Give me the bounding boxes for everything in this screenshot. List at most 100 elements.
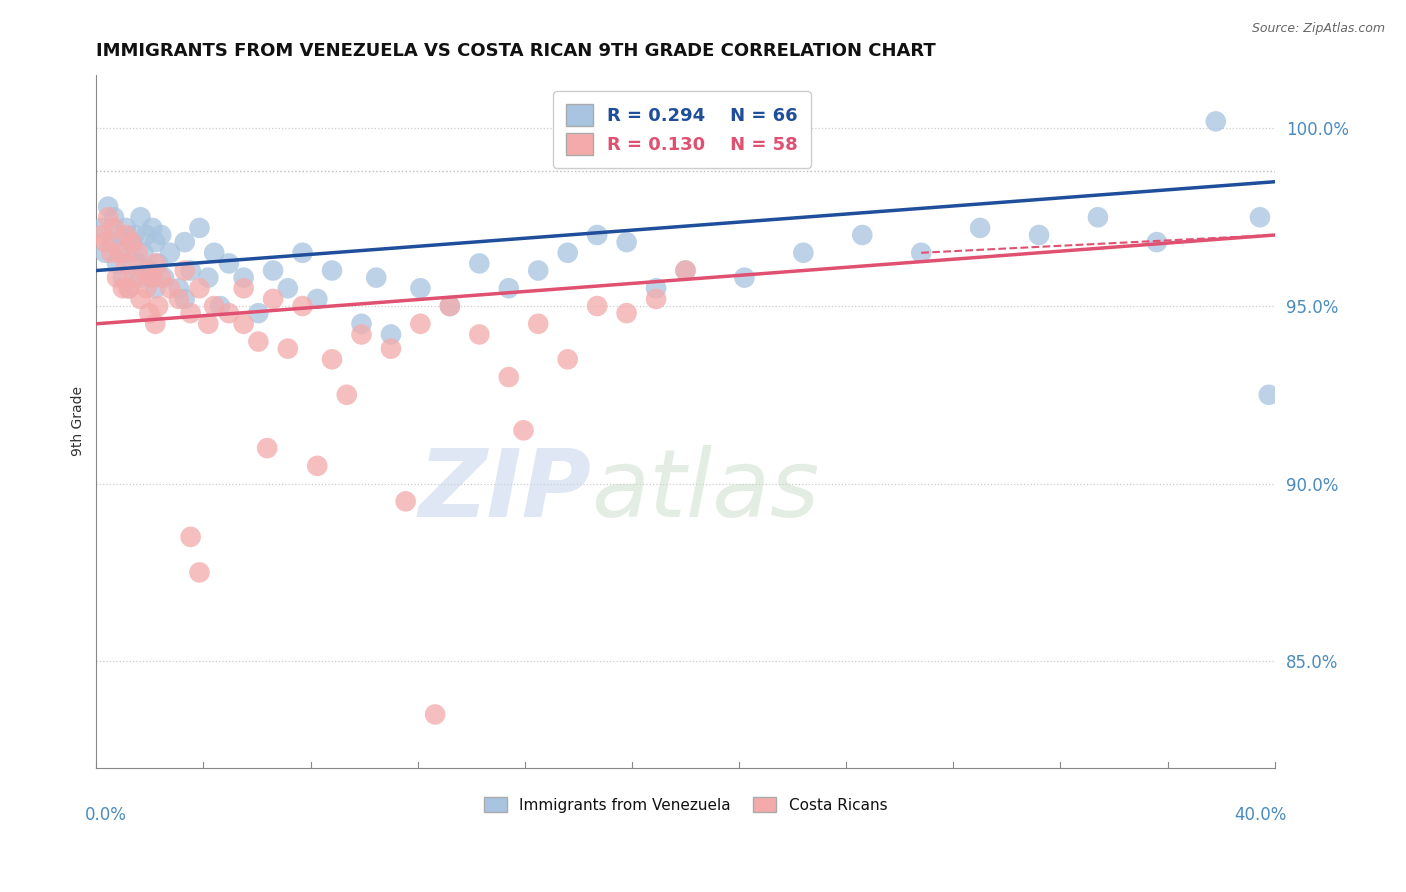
Point [111, 270, 134, 285]
Point [321, 352, 343, 367]
Point [114, 245, 136, 260]
Point [969, 221, 991, 235]
Point [439, 299, 461, 313]
Point [557, 352, 579, 367]
Point [188, 221, 211, 235]
Point [153, 270, 176, 285]
Point [423, 707, 446, 722]
Point [256, 441, 278, 455]
Point [409, 317, 432, 331]
Point [557, 245, 579, 260]
Point [180, 306, 202, 320]
Point [851, 227, 873, 242]
Point [336, 388, 359, 402]
Point [307, 458, 329, 473]
Text: 40.0%: 40.0% [1234, 805, 1286, 824]
Point [173, 263, 195, 277]
Point [733, 270, 755, 285]
Point [262, 292, 284, 306]
Point [307, 292, 329, 306]
Point [159, 281, 181, 295]
Point [103, 211, 125, 225]
Text: ZIP: ZIP [419, 445, 592, 537]
Point [173, 235, 195, 249]
Point [100, 235, 122, 249]
Point [232, 281, 254, 295]
Point [100, 245, 122, 260]
Point [138, 263, 160, 277]
Point [218, 306, 240, 320]
Point [127, 245, 149, 260]
Point [180, 530, 202, 544]
Point [180, 263, 202, 277]
Point [321, 263, 343, 277]
Point [247, 334, 270, 349]
Point [1257, 388, 1279, 402]
Point [108, 245, 131, 260]
Point [108, 227, 131, 242]
Point [159, 245, 181, 260]
Point [148, 299, 170, 313]
Point [498, 370, 520, 384]
Point [792, 245, 814, 260]
Point [173, 292, 195, 306]
Point [167, 292, 190, 306]
Point [277, 281, 299, 295]
Point [616, 306, 638, 320]
Point [129, 292, 152, 306]
Text: atlas: atlas [592, 445, 820, 536]
Point [586, 299, 609, 313]
Point [141, 270, 163, 285]
Point [202, 245, 225, 260]
Point [124, 270, 146, 285]
Point [150, 227, 173, 242]
Point [143, 317, 166, 331]
Point [114, 256, 136, 270]
Point [188, 566, 211, 580]
Point [143, 235, 166, 249]
Point [91, 221, 114, 235]
Text: 0.0%: 0.0% [84, 805, 127, 824]
Point [197, 317, 219, 331]
Point [409, 281, 432, 295]
Point [262, 263, 284, 277]
Point [138, 306, 160, 320]
Point [103, 221, 125, 235]
Text: IMMIGRANTS FROM VENEZUELA VS COSTA RICAN 9TH GRADE CORRELATION CHART: IMMIGRANTS FROM VENEZUELA VS COSTA RICAN… [97, 42, 936, 60]
Point [439, 299, 461, 313]
Point [91, 227, 114, 242]
Point [129, 270, 152, 285]
Point [132, 263, 155, 277]
Point [468, 256, 491, 270]
Point [218, 256, 240, 270]
Point [1087, 211, 1109, 225]
Point [94, 235, 117, 249]
Point [350, 317, 373, 331]
Point [527, 317, 550, 331]
Point [380, 342, 402, 356]
Point [167, 281, 190, 295]
Point [132, 245, 155, 260]
Point [910, 245, 932, 260]
Point [188, 281, 211, 295]
Point [512, 423, 534, 437]
Point [148, 256, 170, 270]
Point [350, 327, 373, 342]
Point [124, 227, 146, 242]
Point [105, 270, 128, 285]
Point [121, 235, 143, 249]
Point [675, 263, 697, 277]
Point [129, 211, 152, 225]
Point [143, 281, 166, 295]
Point [135, 227, 157, 242]
Point [291, 245, 314, 260]
Y-axis label: 9th Grade: 9th Grade [72, 386, 86, 457]
Legend: Immigrants from Venezuela, Costa Ricans: Immigrants from Venezuela, Costa Ricans [478, 790, 893, 819]
Point [121, 235, 143, 249]
Point [468, 327, 491, 342]
Point [1249, 211, 1271, 225]
Point [114, 227, 136, 242]
Point [1028, 227, 1050, 242]
Point [366, 270, 388, 285]
Point [645, 292, 668, 306]
